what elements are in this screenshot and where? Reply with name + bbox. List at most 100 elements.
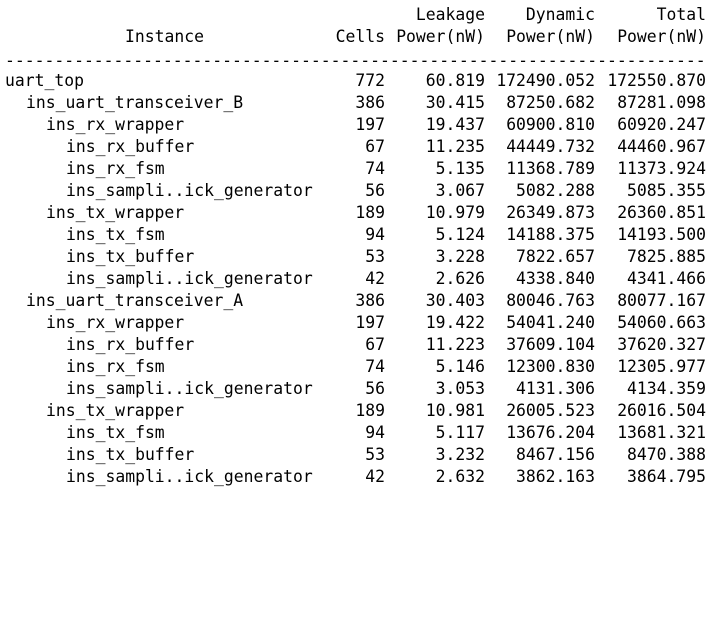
- dynamic-value: 3862.163: [516, 467, 595, 486]
- dynamic-value: 87250.682: [506, 93, 595, 112]
- cells-value: 386: [355, 291, 385, 310]
- dynamic-value: 37609.104: [506, 335, 595, 354]
- total-value: 3864.795: [627, 467, 706, 486]
- cells-value: 67: [365, 137, 385, 156]
- dynamic-value: 14188.375: [506, 225, 595, 244]
- total-value: 4134.359: [627, 379, 706, 398]
- instance-name: ins_sampli..ick_generator: [66, 467, 313, 486]
- leakage-value: 3.232: [435, 445, 485, 464]
- total-value: 80077.167: [617, 291, 706, 310]
- dynamic-value: 80046.763: [506, 291, 595, 310]
- leakage-value: 60.819: [425, 71, 485, 90]
- instance-name: ins_tx_buffer: [66, 445, 195, 464]
- total-value: 87281.098: [617, 93, 706, 112]
- leakage-value: 2.626: [435, 269, 485, 288]
- table-row: ins_uart_transceiver_A 386 30.403 80046.…: [0, 290, 726, 312]
- cells-value: 67: [365, 335, 385, 354]
- instance-name: ins_sampli..ick_generator: [66, 269, 313, 288]
- table-row: ins_tx_buffer 53 3.232 8467.156 8470.388: [0, 444, 726, 466]
- cells-value: 189: [355, 203, 385, 222]
- table-row: ins_sampli..ick_generator 42 2.632 3862.…: [0, 466, 726, 488]
- dynamic-value: 44449.732: [506, 137, 595, 156]
- leakage-value: 5.124: [435, 225, 485, 244]
- table-row: ins_rx_wrapper 197 19.422 54041.240 5406…: [0, 312, 726, 334]
- instance-name: ins_rx_buffer: [66, 335, 195, 354]
- cells-value: 53: [365, 247, 385, 266]
- cells-value: 94: [365, 225, 385, 244]
- header-dynamic-unit: Power(nW): [506, 27, 595, 46]
- dynamic-value: 11368.789: [506, 159, 595, 178]
- instance-name: ins_tx_wrapper: [46, 203, 185, 222]
- instance-name: ins_rx_buffer: [66, 137, 195, 156]
- dynamic-value: 60900.810: [506, 115, 595, 134]
- leakage-value: 19.437: [425, 115, 485, 134]
- total-value: 172550.870: [607, 71, 706, 90]
- table-row: ins_tx_fsm 94 5.117 13676.204 13681.321: [0, 422, 726, 444]
- table-row: ins_tx_fsm 94 5.124 14188.375 14193.500: [0, 224, 726, 246]
- header-instance-label: Instance: [125, 27, 204, 46]
- dynamic-value: 7822.657: [516, 247, 595, 266]
- leakage-value: 3.228: [435, 247, 485, 266]
- table-row: ins_rx_buffer 67 11.223 37609.104 37620.…: [0, 334, 726, 356]
- header-leakage-unit: Power(nW): [396, 27, 485, 46]
- total-value: 60920.247: [617, 115, 706, 134]
- table-row: ins_sampli..ick_generator 42 2.626 4338.…: [0, 268, 726, 290]
- header-total-unit: Power(nW): [617, 27, 706, 46]
- instance-name: ins_tx_fsm: [66, 225, 165, 244]
- instance-name: ins_tx_buffer: [66, 247, 195, 266]
- header-divider: ----------------------------------------…: [5, 51, 706, 70]
- cells-value: 53: [365, 445, 385, 464]
- cells-value: 74: [365, 159, 385, 178]
- instance-name: ins_rx_wrapper: [46, 115, 185, 134]
- power-report: Leakage Dynamic Total Instance Cells Pow…: [0, 4, 726, 488]
- instance-name: uart_top: [5, 71, 84, 90]
- dynamic-value: 26005.523: [506, 401, 595, 420]
- cells-value: 189: [355, 401, 385, 420]
- instance-name: ins_tx_wrapper: [46, 401, 185, 420]
- leakage-value: 5.135: [435, 159, 485, 178]
- dynamic-value: 4131.306: [516, 379, 595, 398]
- total-value: 26016.504: [617, 401, 706, 420]
- cells-value: 197: [355, 115, 385, 134]
- leakage-value: 10.979: [425, 203, 485, 222]
- table-row: ins_uart_transceiver_B 386 30.415 87250.…: [0, 92, 726, 114]
- instance-name: ins_uart_transceiver_B: [26, 93, 244, 112]
- table-row: uart_top 772 60.819 172490.052 172550.87…: [0, 70, 726, 92]
- total-value: 12305.977: [617, 357, 706, 376]
- instance-name: ins_uart_transceiver_A: [26, 291, 244, 310]
- leakage-value: 2.632: [435, 467, 485, 486]
- table-row: ins_sampli..ick_generator 56 3.053 4131.…: [0, 378, 726, 400]
- dynamic-value: 172490.052: [496, 71, 595, 90]
- leakage-value: 3.053: [435, 379, 485, 398]
- dynamic-value: 26349.873: [506, 203, 595, 222]
- header-row-2: Instance Cells Power(nW) Power(nW) Power…: [0, 26, 726, 48]
- total-value: 4341.466: [627, 269, 706, 288]
- total-value: 7825.885: [627, 247, 706, 266]
- header-leakage-label: Leakage: [415, 5, 485, 24]
- instance-name: ins_sampli..ick_generator: [66, 181, 313, 200]
- dynamic-value: 8467.156: [516, 445, 595, 464]
- leakage-value: 5.117: [435, 423, 485, 442]
- total-value: 54060.663: [617, 313, 706, 332]
- table-row: ins_rx_wrapper 197 19.437 60900.810 6092…: [0, 114, 726, 136]
- cells-value: 42: [365, 467, 385, 486]
- cells-value: 74: [365, 357, 385, 376]
- dynamic-value: 13676.204: [506, 423, 595, 442]
- total-value: 14193.500: [617, 225, 706, 244]
- table-row: ins_tx_buffer 53 3.228 7822.657 7825.885: [0, 246, 726, 268]
- cells-value: 94: [365, 423, 385, 442]
- leakage-value: 30.415: [425, 93, 485, 112]
- header-row-1: Leakage Dynamic Total: [0, 4, 726, 26]
- leakage-value: 30.403: [425, 291, 485, 310]
- total-value: 37620.327: [617, 335, 706, 354]
- total-value: 5085.355: [627, 181, 706, 200]
- table-row: ins_rx_fsm 74 5.135 11368.789 11373.924: [0, 158, 726, 180]
- leakage-value: 19.422: [425, 313, 485, 332]
- dynamic-value: 54041.240: [506, 313, 595, 332]
- total-value: 26360.851: [617, 203, 706, 222]
- total-value: 44460.967: [617, 137, 706, 156]
- cells-value: 56: [365, 181, 385, 200]
- cells-value: 56: [365, 379, 385, 398]
- table-row: ins_tx_wrapper 189 10.979 26349.873 2636…: [0, 202, 726, 224]
- leakage-value: 3.067: [435, 181, 485, 200]
